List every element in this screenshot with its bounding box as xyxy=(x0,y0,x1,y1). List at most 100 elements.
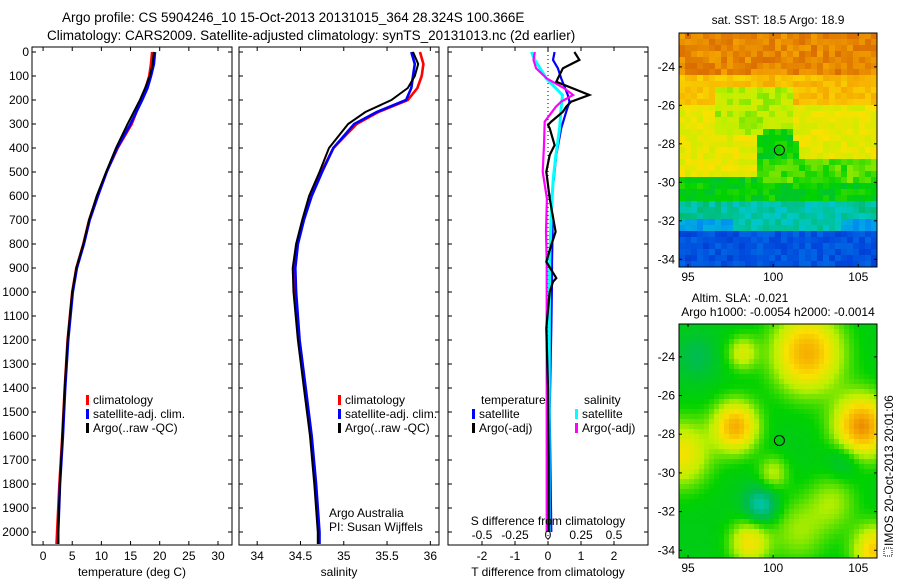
map-cell xyxy=(744,364,750,370)
map-cell xyxy=(724,444,730,450)
map-cell xyxy=(704,504,710,510)
map-cell xyxy=(819,379,825,385)
map-cell xyxy=(763,243,770,250)
map-cell xyxy=(715,225,722,232)
map-cell xyxy=(721,159,728,166)
map-cell xyxy=(835,105,842,112)
map-cell xyxy=(839,419,845,425)
map-cell xyxy=(715,135,722,142)
map-cell xyxy=(697,177,704,184)
map-cell xyxy=(834,504,840,510)
map-cell xyxy=(709,489,715,495)
map-cell xyxy=(789,424,795,430)
map-cell xyxy=(694,544,700,550)
map-cell xyxy=(729,344,735,350)
map-cell xyxy=(784,354,790,360)
map-cell xyxy=(715,39,722,46)
map-cell xyxy=(847,135,854,142)
map-image xyxy=(679,33,878,268)
map-cell xyxy=(781,243,788,250)
map-cell xyxy=(841,165,848,172)
map-cell xyxy=(864,409,870,415)
map-cell xyxy=(749,509,755,515)
map-cell xyxy=(764,484,770,490)
map-cell xyxy=(685,99,692,106)
map-cell xyxy=(721,117,728,124)
map-cell xyxy=(715,117,722,124)
map-cell xyxy=(834,529,840,535)
map-cell xyxy=(844,484,850,490)
map-cell xyxy=(814,364,820,370)
map-cell xyxy=(805,81,812,88)
map-cell xyxy=(865,171,872,178)
map-cell xyxy=(739,231,746,238)
map-cell xyxy=(784,529,790,535)
map-cell xyxy=(817,213,824,220)
map-cell xyxy=(817,219,824,226)
map-cell xyxy=(724,354,730,360)
map-cell xyxy=(769,207,776,214)
map-cell xyxy=(714,439,720,445)
map-cell xyxy=(853,57,860,64)
map-cell xyxy=(759,354,765,360)
map-cell xyxy=(834,469,840,475)
map-cell xyxy=(709,135,716,142)
map-cell xyxy=(719,469,725,475)
map-cell xyxy=(871,249,878,256)
map-cell xyxy=(823,135,830,142)
map-cell xyxy=(679,177,686,184)
map-cell xyxy=(714,449,720,455)
map-cell xyxy=(763,135,770,142)
map-cell xyxy=(835,141,842,148)
map-cell xyxy=(839,324,845,330)
map-cell xyxy=(799,93,806,100)
map-cell xyxy=(779,459,785,465)
legend-title: salinity xyxy=(584,393,621,407)
map-cell xyxy=(699,409,705,415)
map-cell xyxy=(853,201,860,208)
map-cell xyxy=(794,549,800,555)
map-cell xyxy=(775,123,782,130)
map-cell xyxy=(704,434,710,440)
map-cell xyxy=(789,434,795,440)
map-cell xyxy=(841,147,848,154)
map-cell xyxy=(757,69,764,76)
map-cell xyxy=(769,549,775,555)
map-cell xyxy=(733,63,740,70)
map-cell xyxy=(769,159,776,166)
map-cell xyxy=(819,454,825,460)
map-cell xyxy=(794,384,800,390)
map-cell xyxy=(824,469,830,475)
map-cell xyxy=(699,469,705,475)
map-cell xyxy=(869,379,875,385)
map-cell xyxy=(709,324,715,330)
map-cell xyxy=(824,474,830,480)
map-cell xyxy=(679,349,685,355)
map-cell xyxy=(789,519,795,525)
map-cell xyxy=(819,509,825,515)
map-cell xyxy=(697,75,704,82)
map-cell xyxy=(729,504,735,510)
map-cell xyxy=(781,141,788,148)
map-cell xyxy=(715,153,722,160)
map-cell xyxy=(689,514,695,520)
map-cell xyxy=(865,135,872,142)
map-cell xyxy=(691,201,698,208)
map-cell xyxy=(865,165,872,172)
map-cell xyxy=(724,339,730,345)
map-cell xyxy=(739,207,746,214)
map-cell xyxy=(691,159,698,166)
map-cell xyxy=(689,424,695,430)
map-cell xyxy=(799,255,806,262)
map-cell xyxy=(684,544,690,550)
map-cell xyxy=(787,135,794,142)
map-cell xyxy=(829,141,836,148)
map-cell xyxy=(871,261,878,268)
map-cell xyxy=(859,394,865,400)
map-cell xyxy=(774,404,780,410)
map-cell xyxy=(754,334,760,340)
map-cell xyxy=(679,153,686,160)
map-cell xyxy=(703,171,710,178)
map-cell xyxy=(834,474,840,480)
map-cell xyxy=(809,479,815,485)
